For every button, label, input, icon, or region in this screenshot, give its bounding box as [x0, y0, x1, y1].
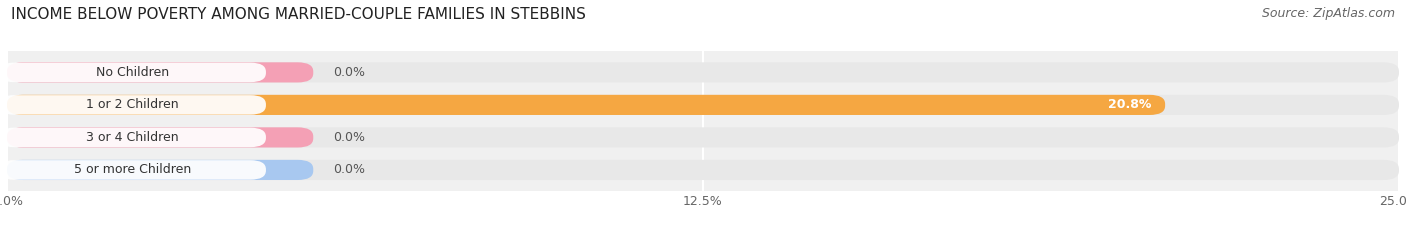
FancyBboxPatch shape — [7, 127, 1399, 147]
Text: 0.0%: 0.0% — [333, 131, 364, 144]
FancyBboxPatch shape — [7, 95, 1166, 115]
Text: 3 or 4 Children: 3 or 4 Children — [86, 131, 179, 144]
FancyBboxPatch shape — [7, 127, 314, 147]
FancyBboxPatch shape — [7, 160, 1399, 180]
FancyBboxPatch shape — [0, 95, 266, 115]
Text: No Children: No Children — [96, 66, 169, 79]
Text: 0.0%: 0.0% — [333, 66, 364, 79]
Text: INCOME BELOW POVERTY AMONG MARRIED-COUPLE FAMILIES IN STEBBINS: INCOME BELOW POVERTY AMONG MARRIED-COUPL… — [11, 7, 586, 22]
Text: Source: ZipAtlas.com: Source: ZipAtlas.com — [1261, 7, 1395, 20]
FancyBboxPatch shape — [7, 160, 314, 180]
FancyBboxPatch shape — [0, 160, 266, 180]
FancyBboxPatch shape — [7, 62, 1399, 82]
Text: 0.0%: 0.0% — [333, 163, 364, 176]
Text: 1 or 2 Children: 1 or 2 Children — [86, 98, 179, 111]
FancyBboxPatch shape — [7, 95, 1399, 115]
FancyBboxPatch shape — [0, 63, 266, 82]
Text: 5 or more Children: 5 or more Children — [73, 163, 191, 176]
Text: 20.8%: 20.8% — [1108, 98, 1152, 111]
FancyBboxPatch shape — [0, 128, 266, 147]
FancyBboxPatch shape — [7, 62, 314, 82]
